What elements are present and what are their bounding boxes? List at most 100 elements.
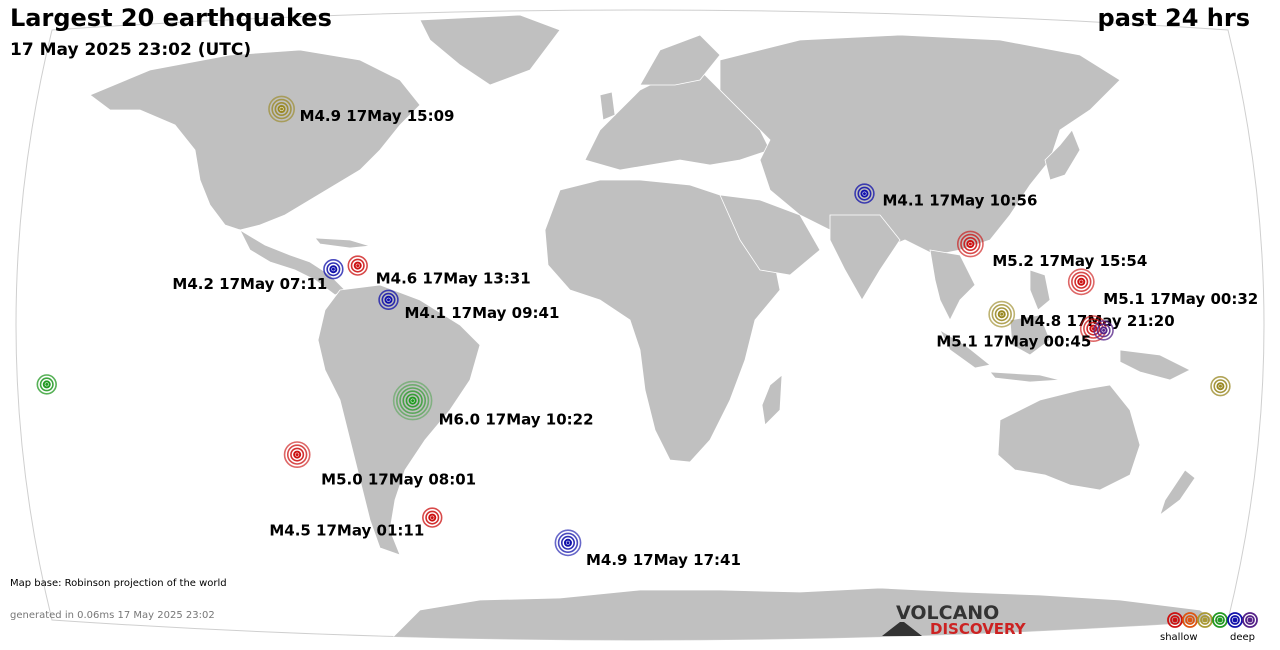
quake-ring bbox=[350, 258, 365, 273]
land-india bbox=[829, 214, 901, 301]
land-java bbox=[989, 371, 1061, 383]
earthquake-markers: M4.9 17May 15:09 M4.2 17May 07:11 M4.6 17M… bbox=[36, 95, 1259, 569]
earthquake-marker[interactable]: M4.5 17May 01:11 bbox=[269, 507, 443, 540]
quake-ring bbox=[290, 447, 305, 462]
earthquake-marker[interactable]: M6.0 17May 10:22 bbox=[392, 380, 594, 429]
quake-epicenter bbox=[1218, 384, 1222, 388]
earthquake-marker[interactable]: M5.1 17May 00:32 bbox=[1067, 268, 1259, 308]
quake-ring bbox=[560, 535, 575, 550]
land-se-asia bbox=[929, 249, 976, 321]
land-africa bbox=[544, 179, 781, 463]
volcano-discovery-logo[interactable]: VOLCANO DISCOVERY bbox=[882, 602, 1042, 642]
earthquake-label: M4.5 17May 01:11 bbox=[269, 522, 424, 540]
land-greenland bbox=[419, 14, 561, 86]
land-australia bbox=[997, 384, 1141, 491]
earthquake-label: M4.1 17May 10:56 bbox=[882, 192, 1037, 210]
legend-depth-ring bbox=[1200, 615, 1210, 625]
legend-depth-ring bbox=[1172, 617, 1178, 623]
land-madagascar bbox=[761, 374, 783, 426]
land-arabia bbox=[719, 194, 821, 276]
quake-ring bbox=[557, 532, 579, 553]
land-new-guinea bbox=[1119, 349, 1191, 381]
legend-depth-ring bbox=[1182, 612, 1198, 628]
land-philippines bbox=[1029, 269, 1051, 311]
legend-depth-ring bbox=[1245, 615, 1255, 625]
earthquake-label: M4.6 17May 13:31 bbox=[376, 270, 531, 288]
quake-epicenter bbox=[295, 453, 299, 457]
logo-text-top: VOLCANO bbox=[896, 602, 1000, 624]
map-base-note: Map base: Robinson projection of the wor… bbox=[10, 578, 227, 589]
legend-depth-ring bbox=[1230, 615, 1240, 625]
earthquake-marker[interactable]: M5.0 17May 08:01 bbox=[283, 441, 477, 489]
quake-ring bbox=[422, 507, 443, 528]
earthquake-label: M4.9 17May 15:09 bbox=[300, 107, 455, 125]
quake-epicenter bbox=[411, 399, 415, 403]
legend-depth-ring bbox=[1212, 612, 1228, 628]
land-north-america bbox=[89, 49, 421, 231]
generated-note: generated in 0.06ms 17 May 2025 23:02 bbox=[10, 610, 215, 621]
quake-ring bbox=[1067, 268, 1095, 296]
quake-epicenter bbox=[968, 242, 972, 246]
quake-epicenter bbox=[430, 516, 434, 520]
quake-epicenter bbox=[1079, 280, 1083, 284]
land-layer bbox=[89, 14, 1262, 640]
quake-ring bbox=[857, 186, 872, 201]
land-scandinavia bbox=[639, 34, 721, 86]
legend-depth-ring bbox=[1217, 617, 1223, 623]
land-japan bbox=[1044, 129, 1081, 181]
quake-ring bbox=[286, 444, 308, 465]
earthquake-label: M5.1 17May 00:45 bbox=[936, 333, 1091, 351]
quake-ring bbox=[1093, 320, 1114, 341]
quake-ring bbox=[854, 183, 875, 204]
quake-epicenter bbox=[356, 264, 360, 268]
legend-depth-ring bbox=[1170, 615, 1180, 625]
earthquake-marker[interactable]: M4.6 17May 13:31 bbox=[347, 255, 531, 288]
quake-ring bbox=[396, 384, 430, 418]
quake-ring bbox=[283, 441, 311, 469]
earthquake-marker[interactable]: M4.9 17May 17:41 bbox=[554, 529, 741, 569]
quake-epicenter bbox=[1102, 328, 1106, 332]
quake-ring bbox=[399, 387, 427, 415]
earthquake-marker[interactable] bbox=[1210, 376, 1231, 397]
legend-deep-label: deep bbox=[1230, 632, 1255, 643]
legend-depth-ring bbox=[1242, 612, 1258, 628]
earthquake-label: M4.8 17May 21:20 bbox=[1020, 312, 1175, 330]
quake-ring bbox=[36, 374, 57, 395]
earthquake-marker[interactable]: M4.9 17May 15:09 bbox=[268, 95, 455, 125]
earthquake-marker[interactable] bbox=[1093, 320, 1114, 341]
legend-depth-ring bbox=[1202, 617, 1208, 623]
quake-ring bbox=[956, 230, 984, 258]
earthquake-label: M4.1 17May 09:41 bbox=[405, 304, 560, 322]
earthquake-marker[interactable]: M4.1 17May 10:56 bbox=[854, 183, 1037, 210]
quake-ring bbox=[1213, 379, 1228, 394]
quake-ring bbox=[1071, 271, 1092, 292]
earthquake-marker[interactable]: M5.2 17May 15:54 bbox=[956, 230, 1148, 270]
quake-ring bbox=[323, 259, 344, 280]
earthquake-label: M5.2 17May 15:54 bbox=[992, 252, 1147, 270]
quake-ring bbox=[405, 393, 420, 408]
land-new-zealand bbox=[1159, 469, 1196, 517]
quake-ring bbox=[39, 377, 54, 392]
earthquake-label: M5.1 17May 00:32 bbox=[1103, 290, 1258, 308]
legend-depth-ring bbox=[1185, 615, 1195, 625]
land-caribbean bbox=[314, 237, 371, 249]
land-south-america bbox=[317, 284, 481, 556]
earthquake-label: M6.0 17May 10:22 bbox=[439, 411, 594, 429]
volcano-icon bbox=[882, 622, 922, 636]
quake-ring bbox=[274, 102, 289, 117]
time-period: past 24 hrs bbox=[1097, 4, 1250, 32]
quake-ring bbox=[988, 300, 1016, 328]
earthquake-marker[interactable] bbox=[36, 374, 57, 395]
legend-depth-ring bbox=[1167, 612, 1183, 628]
quake-ring bbox=[960, 233, 981, 255]
land-borneo bbox=[1009, 314, 1051, 356]
earthquake-label: M4.9 17May 17:41 bbox=[586, 551, 741, 569]
earthquake-marker[interactable]: M4.2 17May 07:11 bbox=[172, 259, 344, 293]
quake-epicenter bbox=[280, 107, 284, 111]
earthquake-marker[interactable]: M4.1 17May 09:41 bbox=[378, 289, 560, 322]
logo-text-bottom: DISCOVERY bbox=[930, 620, 1026, 638]
quake-ring bbox=[347, 255, 368, 276]
land-sumatra bbox=[939, 328, 991, 369]
earthquake-marker[interactable]: M4.8 17May 21:20 bbox=[988, 300, 1175, 331]
